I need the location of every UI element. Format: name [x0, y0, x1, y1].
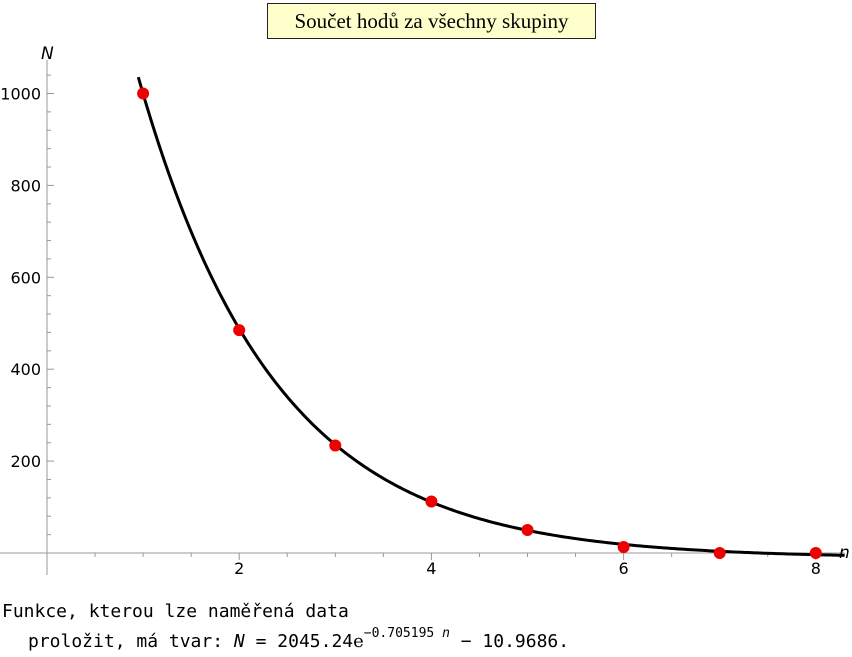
y-tick-label: 400	[10, 360, 41, 379]
data-point	[137, 87, 150, 100]
chart-title: Součet hodů za všechny skupiny	[267, 3, 596, 39]
data-points	[137, 87, 822, 559]
x-axis-label: n	[839, 543, 850, 563]
x-tick-label: 4	[426, 559, 436, 578]
caption-prefix: proložit, má tvar:	[28, 631, 234, 652]
chart-plot: 2 4 6 8 200 400 600 800 1000 n N	[0, 44, 850, 579]
ticks	[47, 74, 817, 560]
data-point	[713, 547, 726, 559]
fit-caption: Funkce, kterou lze naměřená data proloži…	[2, 597, 850, 657]
y-axis-label: N	[41, 44, 54, 64]
caption-equals: =	[244, 631, 278, 652]
caption-line-2: proložit, má tvar: N = 2045.24e−0.705195…	[2, 627, 850, 657]
caption-exponent: −0.705195 n	[364, 626, 450, 641]
data-point	[329, 439, 342, 452]
caption-coefficient: 2045.24	[277, 631, 354, 652]
x-tick-label: 8	[811, 559, 821, 578]
data-point	[233, 324, 246, 337]
x-tick-label: 2	[234, 559, 244, 578]
caption-exponent-var: n	[442, 626, 450, 641]
fit-curve	[136, 76, 845, 557]
y-tick-label: 200	[10, 452, 41, 471]
y-tick-label: 600	[10, 268, 41, 287]
x-tick-label: 6	[619, 559, 629, 578]
data-point	[425, 495, 438, 508]
axes	[0, 60, 845, 575]
y-tick-label: 800	[10, 176, 41, 195]
caption-exponent-value: −0.705195	[363, 626, 435, 641]
y-tick-label: 1000	[0, 85, 41, 104]
caption-lhs: N	[233, 631, 245, 652]
data-point	[617, 541, 630, 554]
caption-line-1: Funkce, kterou lze naměřená data	[2, 601, 349, 622]
caption-e-symbol: e	[353, 631, 364, 652]
caption-tail: − 10.9686.	[449, 631, 570, 652]
data-point	[809, 547, 822, 559]
data-point	[521, 524, 534, 537]
tick-labels: 2 4 6 8 200 400 600 800 1000	[0, 85, 821, 579]
